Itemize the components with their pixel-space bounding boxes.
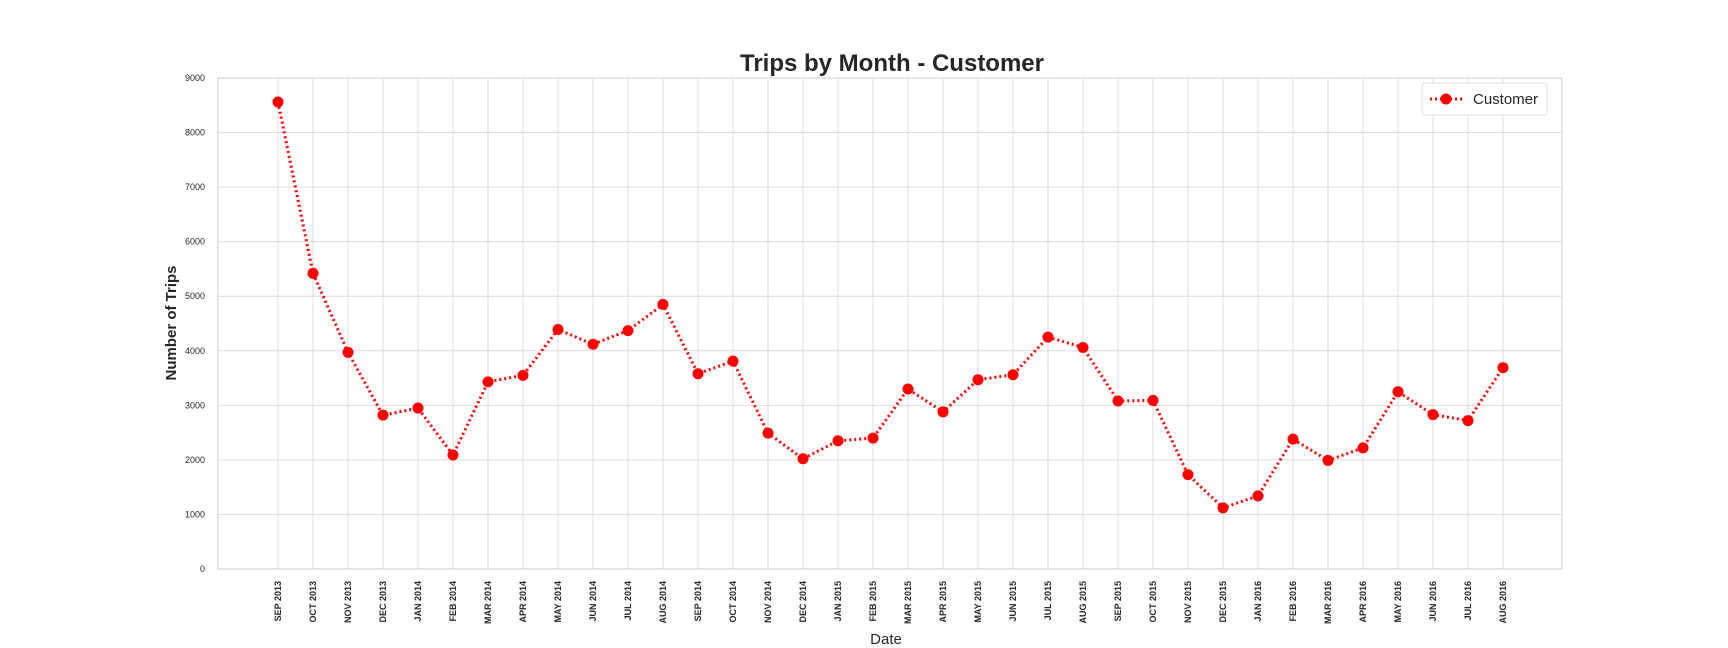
data-point xyxy=(307,267,319,279)
legend: Customer xyxy=(1421,82,1548,116)
y-tick-label: 8000 xyxy=(185,128,205,138)
x-tick-label: JUL 2015 xyxy=(1043,581,1053,620)
data-point xyxy=(1077,342,1089,354)
x-tick-label: APR 2015 xyxy=(938,581,948,623)
data-point xyxy=(727,355,739,367)
x-tick-label: OCT 2013 xyxy=(308,581,318,623)
x-tick-label: NOV 2015 xyxy=(1183,581,1193,623)
data-point xyxy=(587,338,599,350)
series-line-0 xyxy=(276,101,1505,510)
data-point xyxy=(1147,394,1159,406)
data-point xyxy=(1462,415,1474,427)
y-tick-label: 3000 xyxy=(185,400,205,410)
data-point xyxy=(377,409,389,421)
x-tick-label: MAY 2015 xyxy=(973,581,983,623)
data-point xyxy=(1497,362,1509,374)
data-point xyxy=(1392,386,1404,398)
data-point xyxy=(1007,369,1019,381)
plot-frame xyxy=(217,77,1563,570)
x-tick-label: JUL 2014 xyxy=(623,581,633,620)
data-point xyxy=(867,432,879,444)
data-point xyxy=(832,435,844,447)
x-tick-label: MAR 2014 xyxy=(483,581,493,624)
data-point xyxy=(342,346,354,358)
x-tick-label: SEP 2014 xyxy=(693,581,703,621)
data-point xyxy=(657,298,669,310)
y-tick-label: 0 xyxy=(200,564,205,574)
data-point xyxy=(1287,433,1299,445)
x-tick-label: FEB 2015 xyxy=(868,581,878,622)
legend-box xyxy=(1421,82,1548,116)
y-tick-label: 4000 xyxy=(185,346,205,356)
x-tick-label: DEC 2013 xyxy=(378,581,388,623)
data-point xyxy=(1322,454,1334,466)
x-tick-label: SEP 2015 xyxy=(1113,581,1123,621)
x-axis-label: Date xyxy=(870,631,902,648)
x-tick-label: FEB 2014 xyxy=(448,581,458,622)
data-point xyxy=(972,374,984,386)
x-tick-labels: SEP 2013 OCT 2013 NOV 2013 DEC 2013 JAN 2014… xyxy=(273,581,1508,624)
y-tick-labels: 0 1000 2000 3000 4000 5000 6000 7000 8000 9000 xyxy=(185,73,205,574)
y-tick-label: 9000 xyxy=(185,73,205,83)
x-tick-label: MAY 2016 xyxy=(1393,581,1403,623)
x-tick-label: AUG 2015 xyxy=(1078,581,1088,624)
x-tick-label: MAR 2016 xyxy=(1323,581,1333,624)
x-tick-label: JAN 2016 xyxy=(1253,581,1263,622)
x-tick-label: FEB 2016 xyxy=(1288,581,1298,622)
x-tick-label: DEC 2014 xyxy=(798,581,808,623)
y-tick-label: 5000 xyxy=(185,291,205,301)
data-point xyxy=(1427,409,1439,421)
y-axis-label: Number of Trips xyxy=(163,265,180,380)
legend-marker-swatch xyxy=(1440,93,1452,105)
data-point xyxy=(272,96,284,108)
data-point xyxy=(902,383,914,395)
x-tick-label: NOV 2014 xyxy=(763,581,773,623)
x-tick-label: MAR 2015 xyxy=(903,581,913,624)
x-tick-label: DEC 2015 xyxy=(1218,581,1228,623)
x-tick-label: MAY 2014 xyxy=(553,581,563,623)
x-tick-label: AUG 2014 xyxy=(658,581,668,624)
x-tick-label: APR 2014 xyxy=(518,581,528,623)
x-tick-label: AUG 2016 xyxy=(1498,581,1508,624)
data-point xyxy=(762,427,774,439)
data-point xyxy=(482,376,494,388)
x-tick-label: OCT 2015 xyxy=(1148,581,1158,623)
data-point xyxy=(1112,395,1124,407)
series-customer xyxy=(272,96,1509,514)
x-tick-label: JUN 2016 xyxy=(1428,581,1438,622)
x-tick-label: OCT 2014 xyxy=(728,581,738,623)
data-point xyxy=(937,406,949,418)
data-point xyxy=(1182,469,1194,481)
data-point xyxy=(692,368,704,380)
data-point xyxy=(1042,331,1054,343)
data-point xyxy=(1252,490,1264,502)
y-tick-label: 6000 xyxy=(185,237,205,247)
x-tick-label: JAN 2015 xyxy=(833,581,843,622)
y-tick-label: 2000 xyxy=(185,455,205,465)
x-tick-label: JUN 2015 xyxy=(1008,581,1018,622)
x-tick-label: APR 2016 xyxy=(1358,581,1368,623)
y-tick-label: 1000 xyxy=(185,509,205,519)
legend-label-customer: Customer xyxy=(1473,91,1538,108)
data-point xyxy=(1357,442,1369,454)
x-tick-label: SEP 2013 xyxy=(273,581,283,621)
data-point xyxy=(622,325,634,337)
chart-title: Trips by Month - Customer xyxy=(740,50,1044,77)
x-tick-label: JAN 2014 xyxy=(413,581,423,622)
data-point xyxy=(412,402,424,414)
x-tick-label: JUL 2016 xyxy=(1463,581,1473,620)
x-tick-label: JUN 2014 xyxy=(588,581,598,622)
x-tick-label: NOV 2013 xyxy=(343,581,353,623)
data-point xyxy=(1217,502,1229,514)
y-tick-label: 7000 xyxy=(185,182,205,192)
data-point xyxy=(552,324,564,336)
data-point xyxy=(447,449,459,461)
data-point xyxy=(517,369,529,381)
data-point xyxy=(797,453,809,465)
